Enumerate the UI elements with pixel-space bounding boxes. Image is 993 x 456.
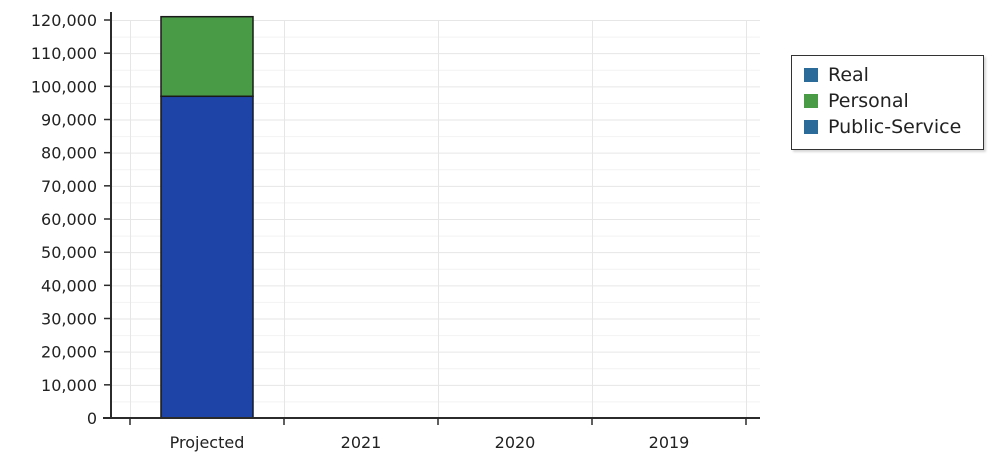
bar-real [160,95,254,419]
legend-label-personal: Personal [828,90,909,112]
y-tick-label: 30,000 [41,310,97,329]
bars [160,15,254,419]
axes [103,12,760,419]
y-tick-label: 60,000 [41,210,97,229]
y-tick-label: 10,000 [41,376,97,395]
y-tick-label: 80,000 [41,144,97,163]
y-tick-label: 90,000 [41,111,97,130]
legend-swatch-personal [804,94,818,108]
legend-item-real: Real [804,62,983,88]
legend-label-public-service: Public-Service [828,116,962,138]
y-tick-label: 120,000 [31,11,97,30]
legend-item-personal: Personal [804,88,983,114]
y-tick-label: 20,000 [41,343,97,362]
y-tick-label: 70,000 [41,177,97,196]
bar-personal [160,15,254,98]
x-tick-label: 2021 [341,433,382,452]
legend-swatch-real [804,68,818,82]
x-tick-label: Projected [170,433,245,452]
x-axis-ticks: Projected 2021 2020 2019 [129,418,747,452]
legend-label-real: Real [828,64,869,86]
y-axis-ticks: 0 10,000 20,000 30,000 40,000 50,000 60,000 70,… [31,11,111,428]
y-tick-label: 100,000 [31,77,97,96]
x-tick-label: 2020 [495,433,536,452]
y-tick-label: 50,000 [41,243,97,262]
y-tick-label: 110,000 [31,44,97,63]
y-tick-label: 0 [87,409,97,428]
legend: Real Personal Public-Service [791,55,984,150]
legend-item-public-service: Public-Service [804,114,983,140]
x-tick-label: 2019 [649,433,690,452]
legend-swatch-public-service [804,120,818,134]
y-tick-label: 40,000 [41,276,97,295]
